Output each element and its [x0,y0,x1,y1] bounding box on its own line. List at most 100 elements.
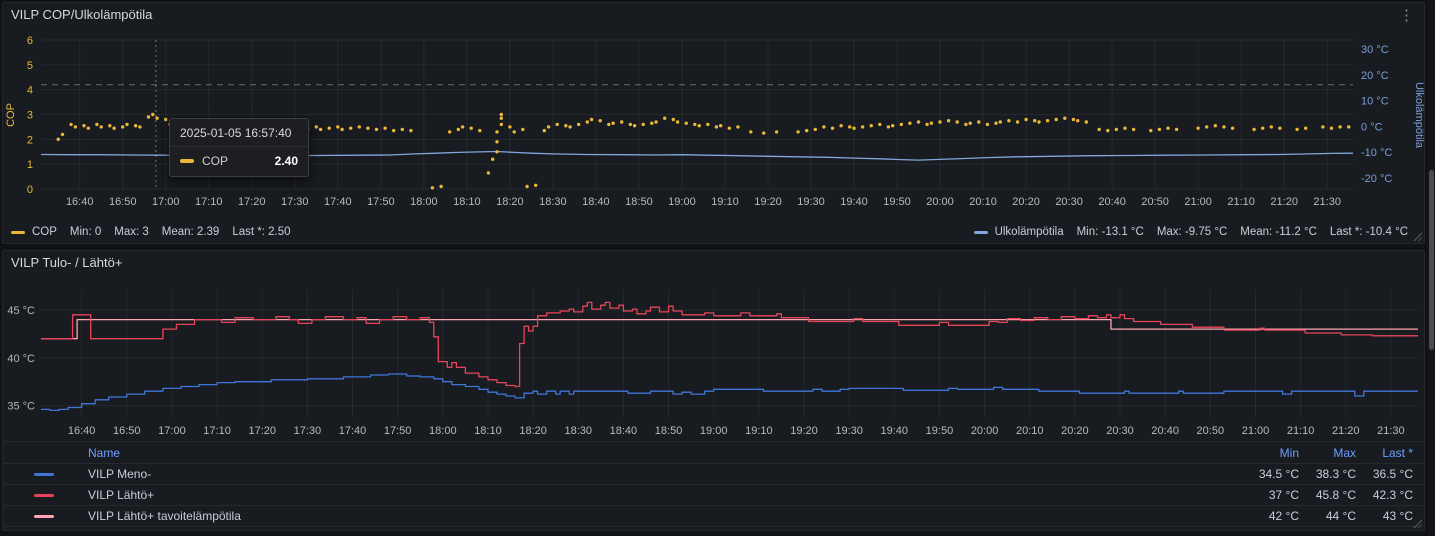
legend-ulkolampotila: Ulkolämpötila Min: -13.1 °C Max: -9.75 °C M… [973,226,1408,238]
series-name[interactable]: VILP Meno- [88,467,152,481]
svg-text:18:50: 18:50 [625,196,653,208]
svg-text:18:30: 18:30 [539,196,567,208]
svg-text:21:00: 21:00 [1242,425,1270,437]
svg-text:19:40: 19:40 [840,196,868,208]
svg-text:21:00: 21:00 [1184,196,1212,208]
svg-text:16:50: 16:50 [113,425,141,437]
table-row: VILP Lähtö+ tavoitelämpötila 42 °C 44 °C 43… [3,505,1424,527]
series-last-value: 36.5 °C [1372,467,1413,481]
svg-text:4: 4 [27,85,33,97]
series-stats-table: Name Min Max Last * VILP Meno- 34.5 °C 38.3 °C… [3,441,1424,527]
chart1-grid-lines [41,39,1353,190]
svg-text:20:00: 20:00 [971,425,999,437]
svg-text:19:10: 19:10 [711,196,739,208]
svg-text:35 °C: 35 °C [7,401,35,413]
svg-text:16:50: 16:50 [109,196,137,208]
svg-text:30 °C: 30 °C [1361,44,1389,56]
chart-tooltip: 2025-01-05 16:57:40 COP 2.40 [169,118,309,177]
panel1-menu-icon[interactable]: ⋮ [1399,7,1414,24]
tooltip-series-value: 2.40 [274,154,298,168]
temp-chart-canvas[interactable]: 45 °C 40 °C 35 °C 16:40 16:50 17:00 17:10 17:20… [3,251,1426,532]
svg-text:20:20: 20:20 [1012,196,1040,208]
legend-cop: COP Min: 0 Max: 3 Mean: 2.39 Last *: 2.50 [11,226,291,238]
panel2-resize-handle[interactable] [1412,518,1422,528]
svg-text:20:10: 20:10 [969,196,997,208]
page-scrollbar[interactable] [1428,0,1435,536]
svg-text:18:00: 18:00 [429,425,457,437]
table-row: VILP Meno- 34.5 °C 38.3 °C 36.5 °C [3,463,1424,484]
svg-text:19:30: 19:30 [835,425,863,437]
svg-text:21:20: 21:20 [1270,196,1298,208]
svg-text:40 °C: 40 °C [7,353,35,365]
svg-text:17:30: 17:30 [294,425,322,437]
svg-text:17:10: 17:10 [195,196,223,208]
svg-text:18:40: 18:40 [610,425,638,437]
svg-text:19:00: 19:00 [700,425,728,437]
svg-text:20:30: 20:30 [1055,196,1083,208]
svg-text:19:50: 19:50 [926,425,954,437]
svg-text:18:10: 18:10 [453,196,481,208]
table-header-max[interactable]: Max [1333,445,1356,460]
svg-text:0 °C: 0 °C [1361,121,1383,133]
svg-text:2: 2 [27,134,33,146]
cop-chart-canvas[interactable]: 0 1 2 3 4 5 6 30 °C 20 °C 10 °C 0 °C -10 °C -20 °C 16… [3,3,1426,245]
svg-text:17:40: 17:40 [339,425,367,437]
cop-axis-label: COP [5,103,17,127]
svg-text:5: 5 [27,60,33,72]
svg-text:21:10: 21:10 [1287,425,1315,437]
chart2-grid-lines [41,289,1418,418]
svg-text:1: 1 [27,159,33,171]
svg-text:17:10: 17:10 [203,425,231,437]
series-max-value: 38.3 °C [1315,467,1356,481]
svg-text:17:00: 17:00 [152,196,180,208]
legend-stat: Mean: -11.2 °C [1240,226,1317,238]
series-last-value: 43 °C [1382,509,1413,523]
svg-text:0: 0 [27,184,33,196]
legend-stat: Min: -13.1 °C [1076,226,1144,238]
series-line-2 [41,301,1418,388]
chart1-time-ticks: 16:40 16:50 17:00 17:10 17:20 17:30 17:40 17:50… [66,196,1341,208]
svg-text:-20 °C: -20 °C [1361,173,1392,185]
svg-text:21:30: 21:30 [1313,196,1341,208]
series-name[interactable]: VILP Lähtö+ [88,488,155,502]
panel2-title[interactable]: VILP Tulo- / Lähtö+ [11,255,123,270]
table-header-min[interactable]: Min [1279,445,1299,460]
cop-scatter-points [56,112,1351,190]
temp-axis-ticks: 45 °C 40 °C 35 °C [7,305,35,413]
tooltip-timestamp: 2025-01-05 16:57:40 [170,119,308,147]
series-color-swatch [34,472,54,476]
page-scrollbar-thumb[interactable] [1429,170,1434,350]
svg-text:19:20: 19:20 [790,425,818,437]
panel1-title[interactable]: VILP COP/Ulkolämpötila [11,7,153,22]
svg-text:20:00: 20:00 [926,196,954,208]
svg-text:20 °C: 20 °C [1361,70,1389,82]
table-row: VILP Lähtö+ 37 °C 45.8 °C 42.3 °C [3,484,1424,505]
chart2-time-ticks: 16:40 16:50 17:00 17:10 17:20 17:30 17:40 17:50… [68,425,1405,437]
table-header-row: Name Min Max Last * [3,441,1424,463]
svg-text:17:00: 17:00 [158,425,186,437]
series-name[interactable]: VILP Lähtö+ tavoitelämpötila [88,509,241,523]
table-header-last[interactable]: Last * [1382,445,1413,460]
legend-swatch [11,230,25,234]
legend-series-label[interactable]: COP [32,226,57,238]
svg-text:3: 3 [27,110,33,122]
svg-text:20:50: 20:50 [1197,425,1225,437]
series-last-value: 42.3 °C [1372,488,1413,502]
series-line-1 [41,373,1418,412]
svg-text:-10 °C: -10 °C [1361,147,1392,159]
legend-stat: Max: 3 [114,226,149,238]
legend-series-label[interactable]: Ulkolämpötila [994,226,1064,238]
svg-text:19:50: 19:50 [883,196,911,208]
svg-text:17:20: 17:20 [248,425,276,437]
panel-tulo-lahto: VILP Tulo- / Lähtö+ 45 °C 40 °C 35 °C 16:40… [2,250,1425,531]
table-header-name[interactable]: Name [88,445,121,460]
panel1-resize-handle[interactable] [1412,231,1422,241]
svg-text:18:40: 18:40 [582,196,610,208]
svg-text:20:40: 20:40 [1098,196,1126,208]
tooltip-series-label: COP [202,154,229,168]
legend-stat: Min: 0 [69,226,102,238]
svg-text:20:10: 20:10 [1016,425,1044,437]
svg-text:17:50: 17:50 [367,196,395,208]
series-line-3 [41,318,1418,340]
legend-stat: Max: -9.75 °C [1156,226,1228,238]
